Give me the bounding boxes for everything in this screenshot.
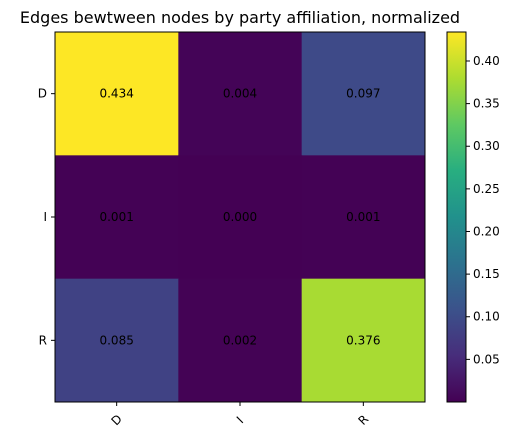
heatmap-cell-i-d bbox=[55, 155, 179, 280]
cell-value-label-d-r: 0.097 bbox=[346, 87, 380, 101]
heatmap-cell-r-d bbox=[55, 278, 179, 403]
heatmap-cell-i-r bbox=[301, 155, 426, 280]
colorbar-tick-label: 0.35 bbox=[473, 97, 500, 111]
y-tick-label-d: D bbox=[38, 87, 47, 101]
heatmap-cells bbox=[55, 32, 426, 403]
heatmap-cell-r-i bbox=[178, 278, 303, 403]
y-axis: D I R bbox=[38, 87, 55, 347]
colorbar-tick-label: 0.10 bbox=[473, 310, 500, 324]
heatmap-cell-labels: 0.434 0.004 0.097 0.001 0.000 0.001 0.085 0.002… bbox=[99, 87, 380, 348]
cell-value-label-i-r: 0.001 bbox=[346, 210, 380, 224]
cell-value-label-d-i: 0.004 bbox=[223, 87, 257, 101]
cell-value-label-r-r: 0.376 bbox=[346, 333, 380, 347]
colorbar-tick-label: 0.25 bbox=[473, 182, 500, 196]
colorbar-tick-label: 0.05 bbox=[473, 352, 500, 366]
heatmap-cell-d-r bbox=[301, 32, 426, 156]
x-tick-label-i: I bbox=[234, 414, 246, 426]
heatmap-cell-d-i bbox=[178, 32, 303, 156]
colorbar-tick-label: 0.20 bbox=[473, 224, 500, 238]
chart-title: Edges bewtween nodes by party affiliatio… bbox=[20, 8, 460, 27]
cell-value-label-i-d: 0.001 bbox=[99, 210, 133, 224]
colorbar-axis: 0.05 0.10 0.15 0.20 0.25 0.30 0.35 0.40 bbox=[466, 54, 500, 366]
x-tick-label-d: D bbox=[108, 412, 124, 428]
cell-value-label-r-d: 0.085 bbox=[99, 333, 133, 347]
x-tick-label-r: R bbox=[355, 412, 371, 428]
y-tick-label-i: I bbox=[43, 210, 47, 224]
colorbar bbox=[446, 31, 467, 403]
heatmap-cell-i-i bbox=[178, 155, 303, 280]
colorbar-tick-label: 0.15 bbox=[473, 267, 500, 281]
cell-value-label-r-i: 0.002 bbox=[223, 333, 257, 347]
heatmap-cell-d-d bbox=[55, 32, 179, 156]
cell-value-label-d-d: 0.434 bbox=[99, 87, 133, 101]
cell-value-label-i-i: 0.000 bbox=[223, 210, 257, 224]
colorbar-tick-label: 0.40 bbox=[473, 54, 500, 68]
heatmap-cell-r-r bbox=[301, 278, 426, 403]
colorbar-tick-label: 0.30 bbox=[473, 139, 500, 153]
y-tick-label-r: R bbox=[39, 333, 47, 347]
